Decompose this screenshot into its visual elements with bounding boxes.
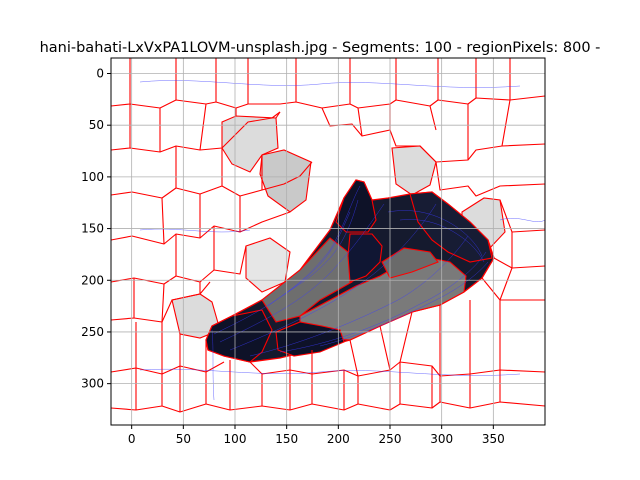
segment-boundary	[133, 278, 201, 323]
y-tick-label: 200	[81, 273, 104, 287]
x-tick-label: 50	[176, 432, 191, 446]
contour-line	[387, 210, 483, 257]
segment-boundary	[111, 111, 281, 153]
segment-boundary	[321, 107, 545, 163]
shoe-dark-segment	[409, 191, 493, 263]
y-tick-label: 100	[81, 170, 104, 184]
segment-boundary	[499, 184, 545, 301]
shoe-dark-segment	[275, 321, 345, 357]
x-tick-label: 0	[128, 432, 136, 446]
x-tick-label: 100	[224, 432, 247, 446]
shoe-dark-segment	[347, 233, 383, 283]
contour-line	[211, 329, 215, 401]
light-segments	[171, 115, 506, 339]
contour-line	[213, 185, 361, 335]
y-tick-label: 300	[81, 377, 104, 391]
segment-boundary	[129, 58, 511, 104]
y-tick-label: 250	[81, 325, 104, 339]
segment-boundary	[435, 161, 545, 197]
segment-boundary	[289, 300, 501, 377]
x-tick-label: 250	[379, 432, 402, 446]
shoe-segments	[205, 179, 495, 363]
x-tick-label: 150	[275, 432, 298, 446]
segment-boundary	[135, 322, 207, 374]
light-segment	[259, 149, 312, 213]
axes-frame	[110, 57, 546, 426]
y-tick-label: 150	[81, 222, 104, 236]
contour-line	[319, 261, 489, 347]
shoe-dark-segment	[205, 309, 273, 363]
contour-line	[139, 368, 521, 376]
segment-boundary	[111, 245, 247, 285]
segment-boundary	[111, 401, 545, 413]
background-contours	[139, 80, 545, 401]
segment-boundary	[159, 99, 511, 160]
contour-line	[279, 251, 487, 353]
ticks: 0 50 100 150 200 250 300 350 0 50 100 150 200 250 300	[81, 67, 505, 446]
shoe-dark-segment	[335, 179, 377, 233]
y-tick-label: 50	[89, 118, 104, 132]
segment-boundary	[175, 146, 263, 190]
y-tick-label: 0	[96, 67, 104, 81]
contour-line	[499, 218, 545, 222]
x-tick-label: 300	[430, 432, 453, 446]
contour-line	[399, 219, 485, 263]
segment-boundary	[129, 104, 391, 148]
chart-title: hani-bahati-LxVxPA1LOVM-unsplash.jpg - S…	[40, 40, 601, 56]
contour-line	[219, 203, 385, 343]
segment-boundary	[111, 281, 211, 323]
contour-line	[139, 228, 251, 233]
x-tick-label: 200	[327, 432, 350, 446]
segment-boundary	[161, 194, 241, 245]
contour-line	[281, 199, 359, 297]
contour-line	[139, 80, 521, 88]
segment-boundary	[175, 226, 215, 276]
grid	[111, 58, 545, 425]
x-tick-label: 350	[482, 432, 505, 446]
